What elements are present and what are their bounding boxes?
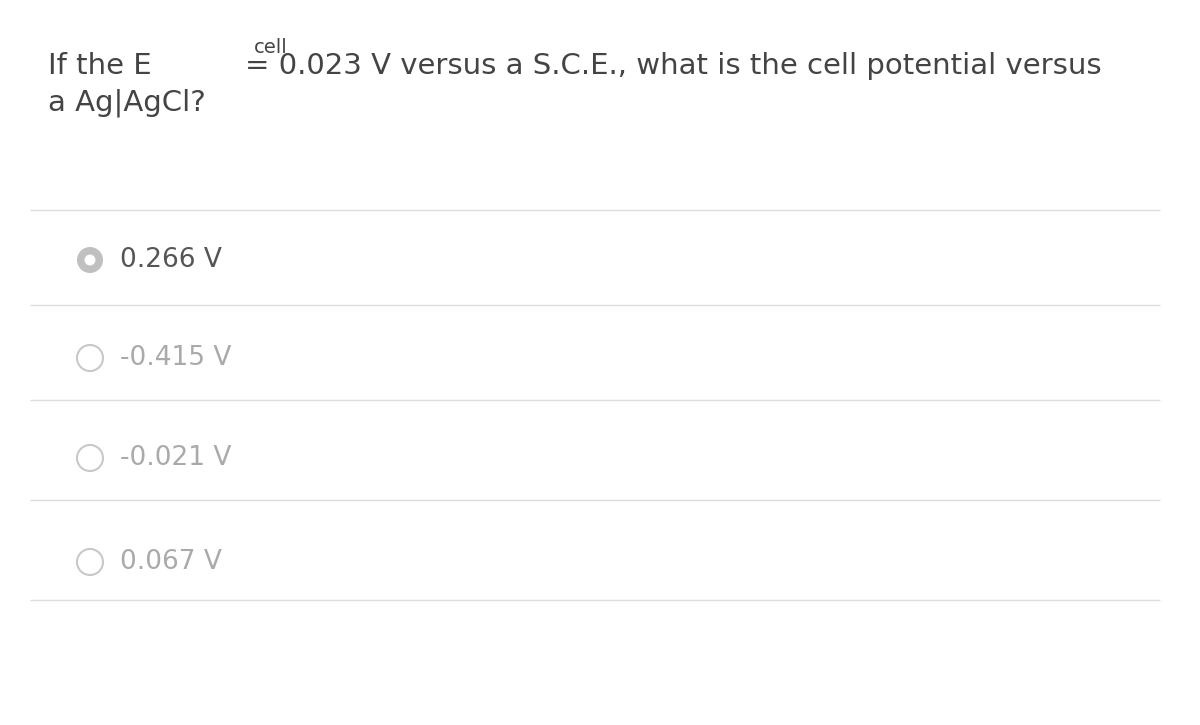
Circle shape — [77, 345, 103, 371]
Text: -0.415 V: -0.415 V — [120, 345, 232, 371]
Text: cell: cell — [253, 38, 287, 57]
Text: 0.266 V: 0.266 V — [120, 247, 222, 273]
Text: -0.021 V: -0.021 V — [120, 445, 232, 471]
Circle shape — [77, 445, 103, 471]
Text: = 0.023 V versus a S.C.E., what is the cell potential versus: = 0.023 V versus a S.C.E., what is the c… — [245, 52, 1102, 80]
Text: If the E: If the E — [48, 52, 151, 80]
Circle shape — [77, 549, 103, 575]
Text: 0.067 V: 0.067 V — [120, 549, 222, 575]
Text: a Ag|AgCl?: a Ag|AgCl? — [48, 88, 205, 117]
Circle shape — [77, 247, 103, 273]
Circle shape — [84, 254, 96, 265]
